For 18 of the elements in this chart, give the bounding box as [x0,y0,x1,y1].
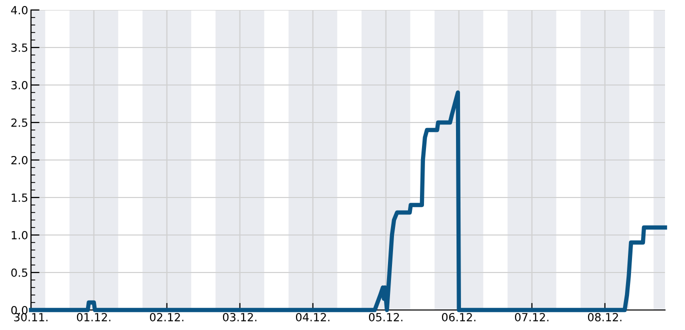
x-tick-label: 07.12. [514,312,548,322]
x-tick-label: 02.12. [150,312,184,322]
y-tick-label: 1.5 [12,194,28,202]
y-tick-label: 0.0 [11,306,28,314]
x-tick-label: 05.12. [368,312,402,322]
x-tick-label: 04.12. [296,312,330,322]
x-tick-label: 30.11. [14,312,48,322]
y-tick-label: 1.0 [12,230,28,240]
y-tick-label: 3.0 [11,80,28,90]
y-tick-label: 3.5 [11,43,28,52]
y-tick-label: 0.5 [11,268,28,277]
x-tick-label: 06.12. [442,312,476,322]
y-tick-label: 2.5 [11,118,28,127]
x-tick-label: 03.12. [222,312,256,322]
y-tick-label: 4.0 [11,6,28,14]
x-tick-label: 08.12. [588,312,622,322]
x-tick-label: 01.12. [76,312,110,322]
y-tick-label: 2.0 [11,156,28,164]
